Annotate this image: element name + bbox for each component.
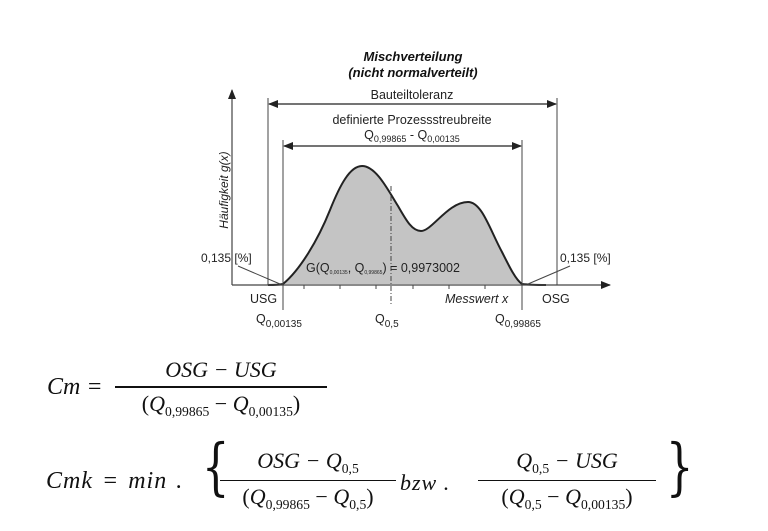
diagram-title-line1: Mischverteilung [364,49,463,64]
cmk-fraction1-denominator: (Q0,99865 − Q0,5) [242,484,374,513]
cmk-fraction1-bar [220,479,396,482]
cm-lhs: Cm = [47,374,103,400]
x-axis-ticks [303,285,486,289]
left-brace: { [201,430,230,503]
right-tail-leader [527,265,571,285]
right-tail-label: 0,135 [%] [560,251,611,265]
process-spread-range: Q0,99865 - Q0,00135 [364,128,460,144]
cmk-fraction2-denominator: (Q0,5 − Q0,00135) [501,484,633,513]
left-tail-label: 0,135 [%] [201,251,252,265]
cm-fraction: OSG − USG (Q0,99865 − Q0,00135) [115,357,327,419]
area-probability-formula: G(Q0,00135, Q0,99865) = 0,9973002 [306,261,460,276]
q-high-label: Q0,99865 [495,312,541,330]
mixed-distribution-diagram: Mischverteilung (nicht normalverteilt) B… [201,49,611,330]
q-median-label: Q0,5 [375,312,399,330]
cmk-connector: bzw . [400,470,451,495]
cm-fraction-bar [115,386,327,388]
process-spread-label: definierte Prozessstreubreite [332,113,491,127]
cmk-lhs: Cmk = min . [46,468,184,494]
cm-denominator: (Q0,99865 − Q0,00135) [141,390,301,419]
cmk-fraction-upper-limit: OSG − Q0,5 (Q0,99865 − Q0,5) [220,448,396,513]
q-low-label: Q0,00135 [256,312,302,330]
cmk-fraction-lower-limit: Q0,5 − USG (Q0,5 − Q0,00135) [478,448,656,513]
left-tail-leader [237,265,281,285]
cmk-fraction2-numerator: Q0,5 − USG [516,448,618,476]
right-brace: } [665,430,694,503]
cmk-fraction2-bar [478,479,656,482]
tolerance-label: Bauteiltoleranz [371,88,454,102]
usg-label: USG [250,292,277,306]
y-axis-label: Häufigkeit g(x) [217,151,231,228]
distribution-area [283,166,522,284]
cmk-fraction1-numerator: OSG − Q0,5 [257,448,359,476]
distribution-curve [267,164,547,286]
diagram-title-line2: (nicht normalverteilt) [348,65,477,80]
x-axis-label: Messwert x [445,292,509,306]
osg-label: OSG [542,292,570,306]
cm-numerator: OSG − USG [165,357,277,382]
